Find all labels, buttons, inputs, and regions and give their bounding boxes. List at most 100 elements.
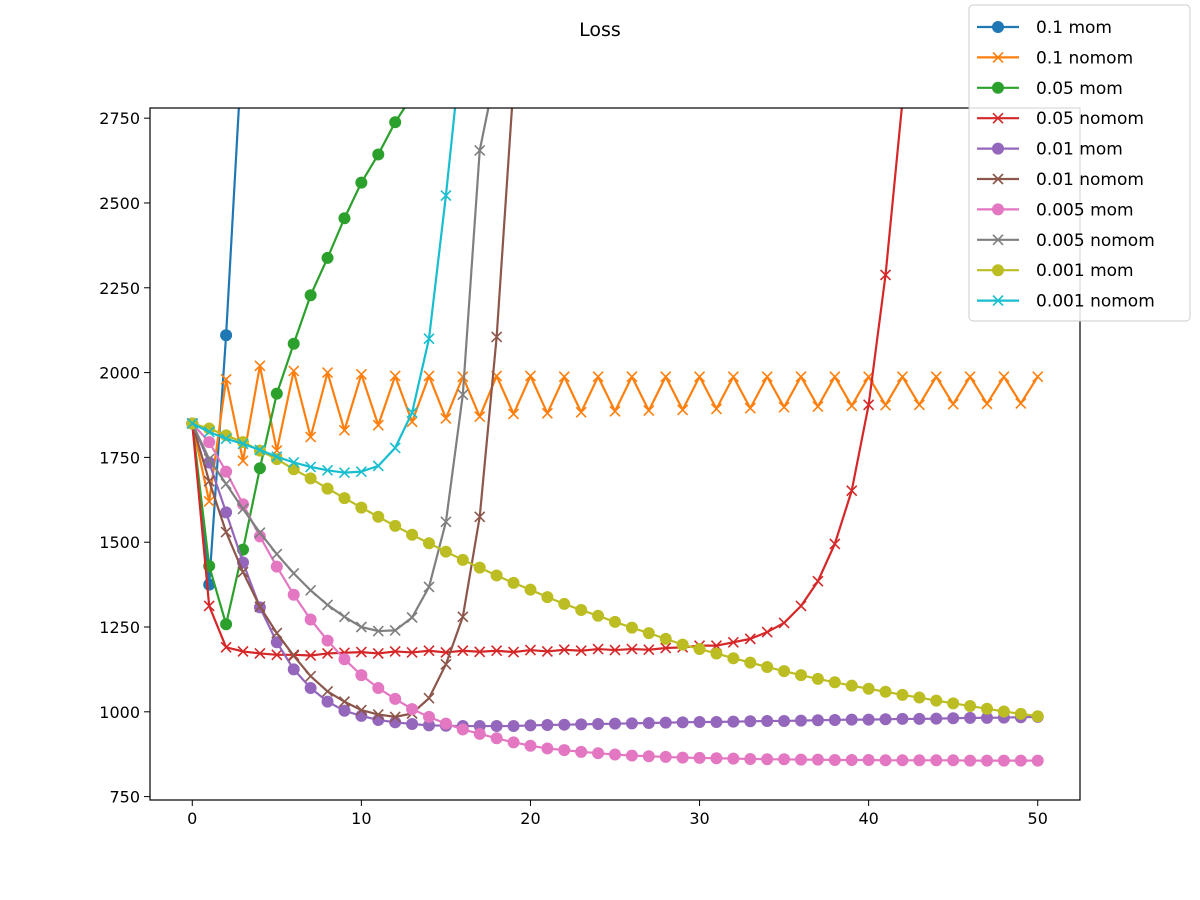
data-point [609, 615, 621, 628]
data-point [812, 575, 824, 587]
data-point [811, 714, 824, 727]
y-tick-label: 2000 [99, 364, 140, 383]
series-5 [186, 108, 514, 723]
data-point [710, 647, 723, 660]
data-point [778, 617, 790, 629]
data-point [237, 498, 249, 511]
data-point [660, 371, 672, 383]
data-point [592, 643, 604, 655]
y-tick-label: 2750 [99, 109, 140, 128]
data-point [997, 754, 1010, 767]
y-tick-label: 2500 [99, 194, 140, 213]
data-point [389, 519, 402, 532]
data-point [992, 51, 1004, 63]
data-point [473, 727, 486, 740]
y-tick-label: 1500 [99, 533, 140, 552]
data-point [507, 720, 520, 733]
data-point [846, 400, 858, 412]
series-6 [186, 417, 1044, 767]
data-point [406, 611, 418, 624]
data-point [220, 465, 233, 478]
data-point [992, 264, 1004, 277]
data-point [727, 715, 740, 728]
legend-label: 0.01 mom [1036, 140, 1123, 160]
legend-label: 0.05 mom [1036, 79, 1123, 99]
data-point [795, 753, 807, 766]
data-point [727, 752, 740, 765]
legend-entry: 0.001 nomom [977, 292, 1155, 312]
data-point [287, 337, 300, 350]
data-point [423, 719, 435, 732]
data-point [406, 703, 419, 716]
data-point [389, 624, 401, 636]
data-point [1015, 397, 1027, 410]
data-point [237, 455, 249, 467]
data-point [761, 626, 773, 638]
data-point [338, 653, 351, 666]
data-point [811, 672, 824, 685]
data-point [220, 641, 232, 653]
data-point [575, 745, 588, 758]
data-point [355, 646, 367, 658]
data-point [220, 526, 232, 538]
data-point [846, 485, 858, 497]
data-point [372, 460, 384, 472]
data-point [305, 670, 317, 682]
data-point [727, 371, 739, 383]
data-point [659, 632, 672, 645]
data-point [845, 679, 858, 692]
data-point [321, 482, 334, 495]
data-point [203, 456, 216, 469]
data-point [491, 331, 503, 343]
data-point [744, 656, 757, 669]
data-point [423, 692, 435, 704]
data-point [287, 463, 300, 476]
data-point [406, 407, 418, 419]
data-point [625, 621, 638, 634]
data-point [338, 704, 351, 717]
data-point [558, 597, 571, 610]
data-point [913, 691, 926, 704]
data-point [913, 399, 925, 411]
series-9 [186, 108, 457, 479]
data-point [541, 407, 553, 419]
data-point [439, 717, 452, 730]
data-point [828, 713, 841, 726]
data-point [981, 711, 993, 724]
data-point [457, 389, 469, 401]
x-tick-label: 50 [1028, 809, 1048, 828]
data-point [609, 748, 621, 761]
data-point [237, 503, 249, 515]
plot-frame [149, 107, 1081, 801]
data-point [625, 717, 638, 730]
legend-entry: 0.005 nomom [977, 231, 1155, 251]
data-point [930, 694, 943, 707]
data-point [524, 644, 537, 656]
legend-label: 0.005 mom [1036, 200, 1134, 220]
data-point [338, 696, 351, 708]
data-point [795, 714, 807, 727]
data-point [913, 712, 926, 725]
data-point [981, 754, 993, 767]
data-point [203, 600, 215, 612]
data-point [186, 417, 198, 430]
x-tick-label: 10 [351, 809, 371, 828]
data-point [761, 371, 773, 383]
data-point [981, 398, 993, 410]
data-point [710, 752, 723, 765]
legend-label: 0.1 mom [1036, 18, 1112, 38]
data-point [575, 718, 588, 731]
data-point [1031, 754, 1044, 767]
legend-entry: 0.1 nomom [977, 48, 1133, 68]
data-point [778, 401, 790, 413]
data-point [473, 561, 486, 574]
data-point [321, 251, 334, 264]
series-layer [186, 108, 1044, 767]
data-point [992, 173, 1004, 185]
data-point [558, 644, 570, 656]
data-point [338, 212, 351, 225]
data-point [795, 600, 807, 612]
data-point [270, 560, 283, 573]
data-point [271, 627, 283, 639]
data-point [457, 371, 469, 383]
